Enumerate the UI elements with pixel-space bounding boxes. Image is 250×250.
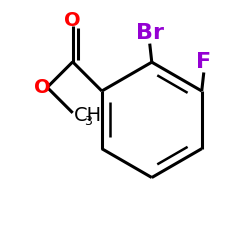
Text: O: O [64, 11, 81, 30]
Text: F: F [196, 52, 211, 72]
Text: 3: 3 [84, 114, 92, 128]
Text: Br: Br [136, 23, 164, 43]
Text: O: O [34, 78, 50, 97]
Text: CH: CH [74, 106, 102, 126]
